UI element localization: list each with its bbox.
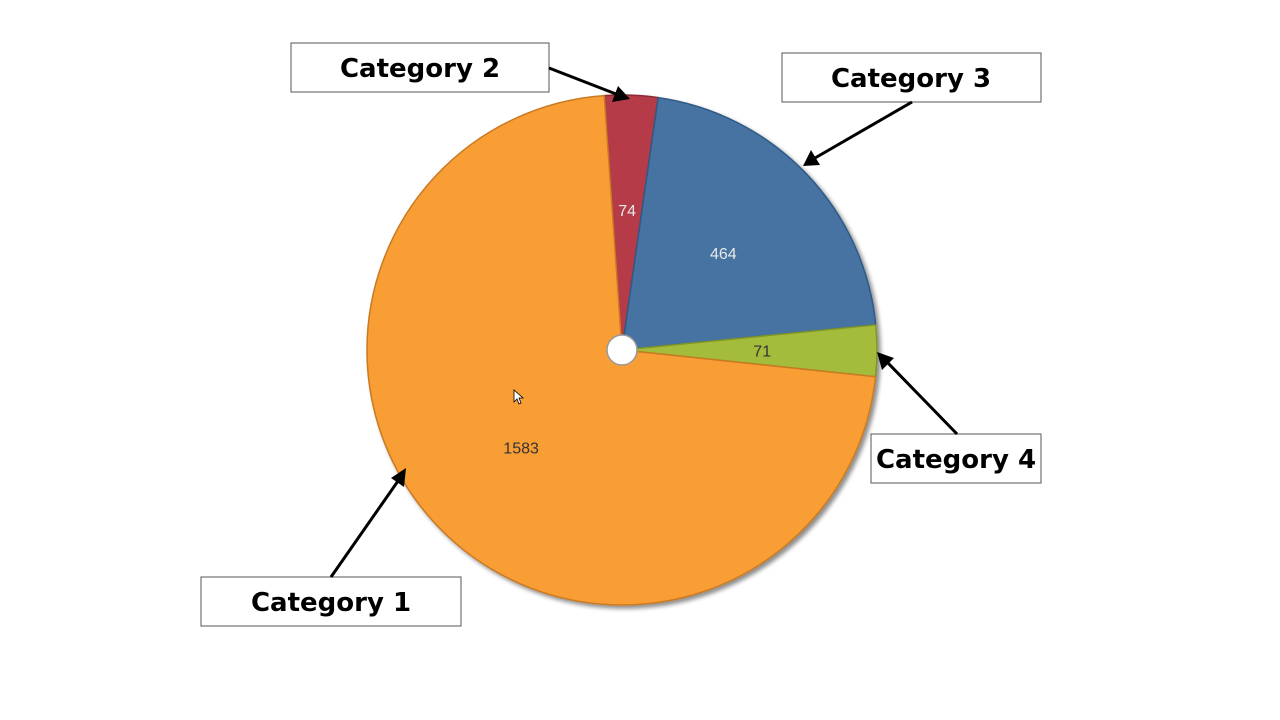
callout-label-category-3: Category 3 xyxy=(831,64,991,94)
callout-label-category-4: Category 4 xyxy=(876,445,1036,475)
arrow-category-4 xyxy=(885,360,959,436)
center-hole xyxy=(606,334,638,366)
arrow-category-3 xyxy=(814,100,913,160)
mouse-cursor-icon xyxy=(513,389,525,405)
value-label-category-4: 71 xyxy=(753,344,771,361)
arrowhead-category-2 xyxy=(612,86,630,102)
callout-category-3: Category 3 xyxy=(781,52,1042,166)
value-labels: 74 464 71 1583 xyxy=(503,203,771,458)
callout-box-category-1 xyxy=(200,576,462,627)
pie-slice-category-3 xyxy=(621,96,877,351)
callout-label-category-1: Category 1 xyxy=(251,588,411,618)
arrowhead-category-3 xyxy=(803,150,820,166)
callout-box-category-3 xyxy=(781,52,1042,103)
value-label-category-2: 74 xyxy=(618,203,636,220)
arrow-category-2 xyxy=(548,66,617,96)
arrowhead-category-4 xyxy=(877,352,894,370)
callout-category-1: Category 1 xyxy=(200,468,462,627)
callout-label-category-2: Category 2 xyxy=(340,54,500,84)
value-label-category-3: 464 xyxy=(710,246,737,263)
callout-category-2: Category 2 xyxy=(290,42,630,102)
arrowhead-category-1 xyxy=(391,468,406,487)
value-label-category-1: 1583 xyxy=(503,440,539,457)
callout-box-category-2 xyxy=(290,42,550,93)
arrow-category-1 xyxy=(329,480,400,578)
callout-category-4: Category 4 xyxy=(870,352,1042,484)
